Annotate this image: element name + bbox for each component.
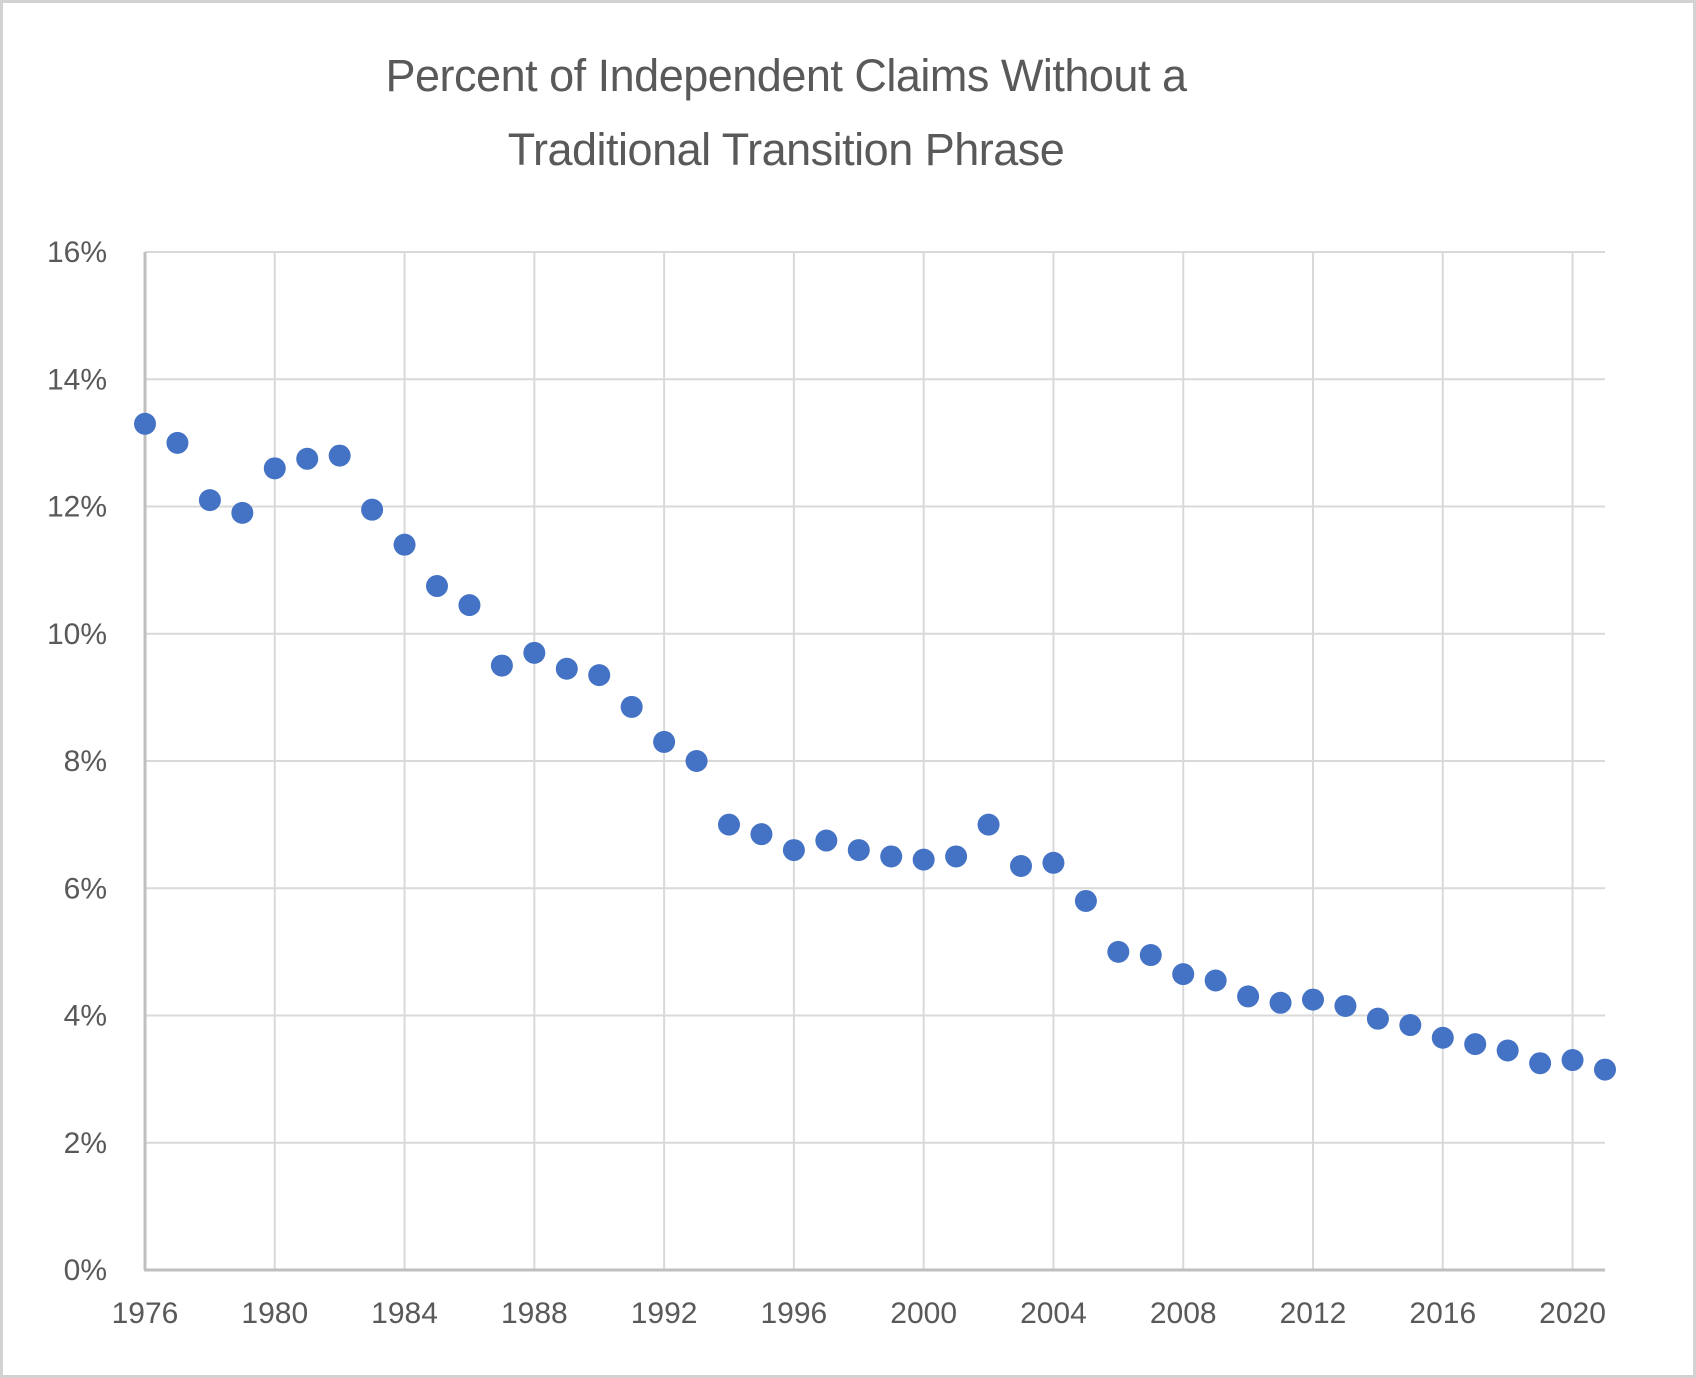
scatter-point [1107,940,1130,963]
scatter-point [231,501,254,524]
scatter-point [1042,851,1065,874]
scatter-point [393,533,416,556]
scatter-point [815,829,838,852]
scatter-point [1561,1049,1584,1072]
scatter-point [1431,1026,1454,1049]
scatter-point [490,654,513,677]
scatter-plot: 0% 2% 4% 6% 8% 10% 12% 14% 16% 1976 1980 1984 1988 19… [47,236,1616,1330]
x-axis-tick-label: 1984 [371,1297,438,1330]
y-axis-tick-label: 0% [64,1254,107,1287]
y-axis-tick-label: 10% [47,618,107,651]
scatter-point [198,489,221,512]
y-axis-tick-label: 6% [64,872,107,905]
scatter-point [134,412,156,435]
scatter-point [458,594,481,617]
scatter-point [880,845,903,868]
scatter-point [555,657,578,680]
scatter-point [685,750,708,772]
scatter-point [912,848,935,871]
scatter-point [1269,991,1292,1014]
scatter-point [1172,963,1195,986]
scatter-point [1139,944,1162,967]
x-axis-tick-label: 1988 [501,1297,568,1330]
scatter-point [653,730,676,753]
scatter-point [782,839,805,862]
y-axis-tick-label: 16% [47,236,107,269]
scatter-point [1302,988,1324,1011]
y-axis-tick-label: 14% [47,363,107,396]
scatter-point [523,641,546,664]
scatter-point [1334,994,1357,1017]
scatter-point [1074,889,1097,912]
x-axis-tick-label: 2000 [890,1297,957,1330]
chart-title-line-2: Traditional Transition Phrase [507,124,1065,175]
scatter-point [426,575,448,598]
x-axis-tick-label: 1992 [631,1297,698,1330]
scatter-point [1366,1007,1389,1030]
y-axis-tick-label: 12% [47,491,107,524]
x-axis-tick-label: 2012 [1280,1297,1347,1330]
scatter-point [718,813,740,836]
x-axis-tick-label: 1980 [241,1297,308,1330]
scatter-point [977,813,1000,836]
scatter-point [296,447,319,470]
scatter-point [328,444,351,467]
x-axis-tick-label: 1996 [761,1297,828,1330]
x-axis-tick-label: 2004 [1020,1297,1087,1330]
scatter-point [1496,1039,1519,1062]
scatter-point [1529,1052,1552,1075]
x-axis-tick-label: 2008 [1150,1297,1217,1330]
chart-title: Percent of Independent Claims Without a … [3,39,1569,187]
scatter-point [750,823,773,846]
x-axis-tick-label: 2020 [1539,1297,1606,1330]
scatter-point [263,457,286,480]
scatter-point [1010,854,1032,877]
scatter-point [945,845,968,868]
scatter-point [361,498,384,521]
scatter-point [620,695,643,718]
scatter-point [847,839,870,862]
scatter-point [1204,969,1227,992]
scatter-point [1399,1014,1422,1037]
scatter-point [588,664,611,687]
scatter-point [166,431,189,454]
y-axis-tick-label: 2% [64,1127,107,1160]
scatter-point [1237,985,1260,1008]
y-axis-tick-label: 8% [64,745,107,778]
chart-title-line-1: Percent of Independent Claims Without a [385,50,1187,101]
x-axis-tick-label: 2016 [1409,1297,1476,1330]
scatter-point [1464,1033,1487,1056]
x-axis-tick-label: 1976 [112,1297,179,1330]
scatter-point [1594,1058,1616,1081]
y-axis-tick-label: 4% [64,1000,107,1033]
